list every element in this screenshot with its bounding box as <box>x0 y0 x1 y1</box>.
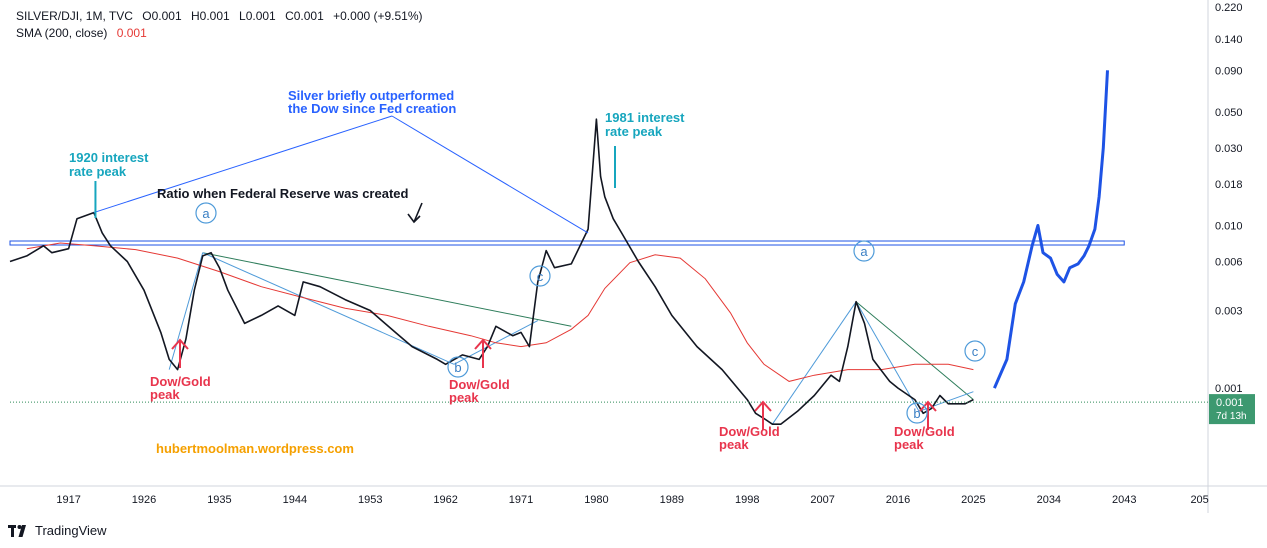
dowgold-arrow-icon <box>474 338 492 368</box>
fed-ratio-arrow-icon <box>407 202 423 224</box>
annotation-dowgold-line2: peak <box>150 387 180 402</box>
projection-series-line <box>993 70 1109 389</box>
trendline-wedge-left <box>168 252 204 370</box>
price-series-line <box>9 118 974 425</box>
trendline-wedge-left-2 <box>771 301 857 425</box>
current-price-badge <box>1209 394 1255 425</box>
wave-label-circle <box>906 402 928 424</box>
annotation-dowgold-line1: Dow/Gold <box>150 374 211 389</box>
wave-label-circle <box>447 356 469 378</box>
x-tick-label: 2034 <box>1037 494 1061 506</box>
wave-label-circle <box>853 240 875 262</box>
x-tick-label: 1935 <box>207 494 231 506</box>
dowgold-arrow-icon <box>171 338 189 368</box>
annotation-dowgold-line2: peak <box>894 437 924 452</box>
annotation-dowgold-line2: peak <box>719 437 749 452</box>
trendline-wedge-lower <box>202 252 455 365</box>
y-tick-label: 0.010 <box>1215 220 1243 232</box>
annotation-rate1920-line2: rate peak <box>69 164 127 179</box>
wave-label-c: c <box>972 344 979 359</box>
trendline-wedge-right-2 <box>855 301 920 412</box>
wave-label-a: a <box>860 244 868 259</box>
wave-label-a: a <box>202 206 210 221</box>
change-value: +0.000 (+9.51%) <box>333 9 423 23</box>
y-tick-label: 0.090 <box>1215 65 1243 77</box>
sma-200-line <box>26 242 974 382</box>
trendline-downtrend-1 <box>202 252 572 327</box>
y-tick-label: 0.050 <box>1215 107 1243 119</box>
annotation-outperformed-line1: Silver briefly outperformed <box>288 88 454 103</box>
tradingview-logo-icon <box>8 524 26 537</box>
x-tick-label: 1917 <box>56 494 80 506</box>
annotation-dowgold-line2: peak <box>449 390 479 405</box>
annotation-dowgold-line1: Dow/Gold <box>449 377 510 392</box>
x-tick-label: 1980 <box>584 494 608 506</box>
tradingview-branding[interactable]: TradingView <box>8 523 107 538</box>
tradingview-label: TradingView <box>35 523 107 538</box>
x-tick-label: 1962 <box>433 494 457 506</box>
wave-label-circle <box>195 202 217 224</box>
y-tick-label: 0.003 <box>1215 305 1243 317</box>
annotation-rate1920-line1: 1920 interest <box>69 150 149 165</box>
annotation-outperformed-line2: the Dow since Fed creation <box>288 101 456 116</box>
annotation-dowgold-line1: Dow/Gold <box>719 424 780 439</box>
wave-label-b: b <box>913 406 920 421</box>
sma-value: 0.001 <box>116 26 147 40</box>
indicator-legend[interactable]: SMA (200, close) 0.001 <box>16 26 147 40</box>
high-value: H0.001 <box>190 9 230 23</box>
wave-label-b: b <box>454 360 461 375</box>
x-tick-label: 205 <box>1190 494 1208 506</box>
annotation-rate1981-line1: 1981 interest <box>605 110 685 125</box>
y-tick-label: 0.030 <box>1215 143 1243 155</box>
current-price-label: 0.001 <box>1216 397 1244 409</box>
x-tick-label: 1998 <box>735 494 759 506</box>
symbol-label: SILVER/DJI, 1M, TVC <box>16 9 133 23</box>
annotation-rate1981-line2: rate peak <box>605 124 663 139</box>
y-tick-label: 0.018 <box>1215 179 1243 191</box>
wave-label-c: c <box>537 269 544 284</box>
x-tick-label: 1953 <box>358 494 382 506</box>
open-value: O0.001 <box>142 9 182 23</box>
x-tick-label: 2007 <box>810 494 834 506</box>
trendline-downtrend-2 <box>855 301 974 400</box>
fed-ratio-level-band <box>9 240 1125 246</box>
x-tick-label: 1971 <box>509 494 533 506</box>
x-tick-label: 2025 <box>961 494 985 506</box>
y-tick-label: 0.220 <box>1215 2 1243 14</box>
x-tick-label: 1989 <box>660 494 684 506</box>
x-tick-label: 2043 <box>1112 494 1136 506</box>
low-value: L0.001 <box>239 9 276 23</box>
x-tick-label: 2016 <box>886 494 910 506</box>
x-tick-label: 1926 <box>132 494 156 506</box>
y-tick-label: 0.140 <box>1215 34 1243 46</box>
annotation-dowgold-line1: Dow/Gold <box>894 424 955 439</box>
dowgold-arrow-icon <box>919 400 937 430</box>
x-tick-label: 1944 <box>283 494 307 506</box>
watermark-text: hubertmoolman.wordpress.com <box>156 441 354 456</box>
countdown-label: 7d 13h <box>1216 411 1247 422</box>
y-tick-label: 0.006 <box>1215 257 1243 269</box>
dowgold-arrow-icon <box>754 400 772 430</box>
chart-header-ohlc: SILVER/DJI, 1M, TVC O0.001 H0.001 L0.001… <box>16 9 423 23</box>
annotation-fed-ratio: Ratio when Federal Reserve was created <box>157 186 409 201</box>
outperformed-pointer-right <box>391 115 589 234</box>
y-tick-label: 0.001 <box>1215 383 1243 395</box>
wave-label-circle <box>964 340 986 362</box>
outperformed-pointer-left <box>93 115 393 214</box>
wave-label-circle <box>529 265 551 287</box>
sma-label: SMA (200, close) <box>16 26 108 40</box>
close-value: C0.001 <box>285 9 324 23</box>
